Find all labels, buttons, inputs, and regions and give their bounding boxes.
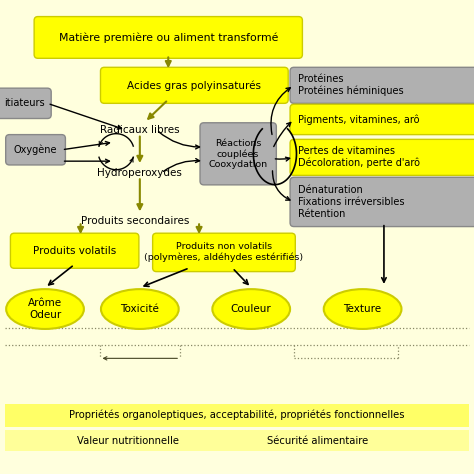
Text: Dénaturation
Fixations irréversibles
Rétention: Dénaturation Fixations irréversibles Rét… — [298, 185, 404, 219]
Ellipse shape — [324, 289, 401, 329]
Text: Produits volatils: Produits volatils — [33, 246, 116, 256]
Text: Couleur: Couleur — [231, 304, 272, 314]
FancyBboxPatch shape — [290, 139, 474, 175]
Text: Arôme
Odeur: Arôme Odeur — [28, 298, 62, 320]
Text: Protéines
Protéines héminiques: Protéines Protéines héminiques — [298, 74, 403, 96]
FancyBboxPatch shape — [153, 233, 295, 272]
FancyBboxPatch shape — [0, 88, 51, 118]
FancyBboxPatch shape — [10, 233, 139, 268]
FancyBboxPatch shape — [290, 177, 474, 227]
Text: Toxicité: Toxicité — [120, 304, 159, 314]
Text: Propriétés organoleptiques, acceptabilité, propriétés fonctionnelles: Propriétés organoleptiques, acceptabilit… — [69, 410, 405, 420]
Text: Réactions
couplées
Cooxydation: Réactions couplées Cooxydation — [209, 138, 268, 169]
Text: itiateurs: itiateurs — [4, 98, 45, 109]
FancyBboxPatch shape — [290, 67, 474, 103]
FancyBboxPatch shape — [6, 135, 65, 165]
Text: Pertes de vitamines
Décoloration, perte d'arô: Pertes de vitamines Décoloration, perte … — [298, 146, 419, 168]
FancyBboxPatch shape — [200, 123, 276, 185]
FancyBboxPatch shape — [290, 104, 474, 135]
Text: Pigments, vitamines, arô: Pigments, vitamines, arô — [298, 114, 419, 125]
Text: Sécurité alimentaire: Sécurité alimentaire — [267, 436, 368, 446]
Text: Radicaux libres: Radicaux libres — [100, 125, 180, 135]
Ellipse shape — [101, 289, 179, 329]
FancyBboxPatch shape — [5, 430, 469, 451]
Text: Valeur nutritionnelle: Valeur nutritionnelle — [77, 436, 179, 446]
Text: Matière première ou aliment transformé: Matière première ou aliment transformé — [59, 32, 278, 43]
Text: Texture: Texture — [344, 304, 382, 314]
Ellipse shape — [212, 289, 290, 329]
FancyBboxPatch shape — [34, 17, 302, 58]
Text: Hydroperoxydes: Hydroperoxydes — [97, 168, 182, 178]
Text: Produits non volatils
(polymères, aldéhydes estérifiés): Produits non volatils (polymères, aldéhy… — [145, 242, 303, 263]
Text: Oxygène: Oxygène — [14, 145, 57, 155]
Text: Acides gras polyinsaturés: Acides gras polyinsaturés — [128, 80, 261, 91]
FancyBboxPatch shape — [5, 404, 469, 427]
FancyBboxPatch shape — [100, 67, 288, 103]
Text: Produits secondaires: Produits secondaires — [81, 216, 189, 227]
Ellipse shape — [6, 289, 84, 329]
